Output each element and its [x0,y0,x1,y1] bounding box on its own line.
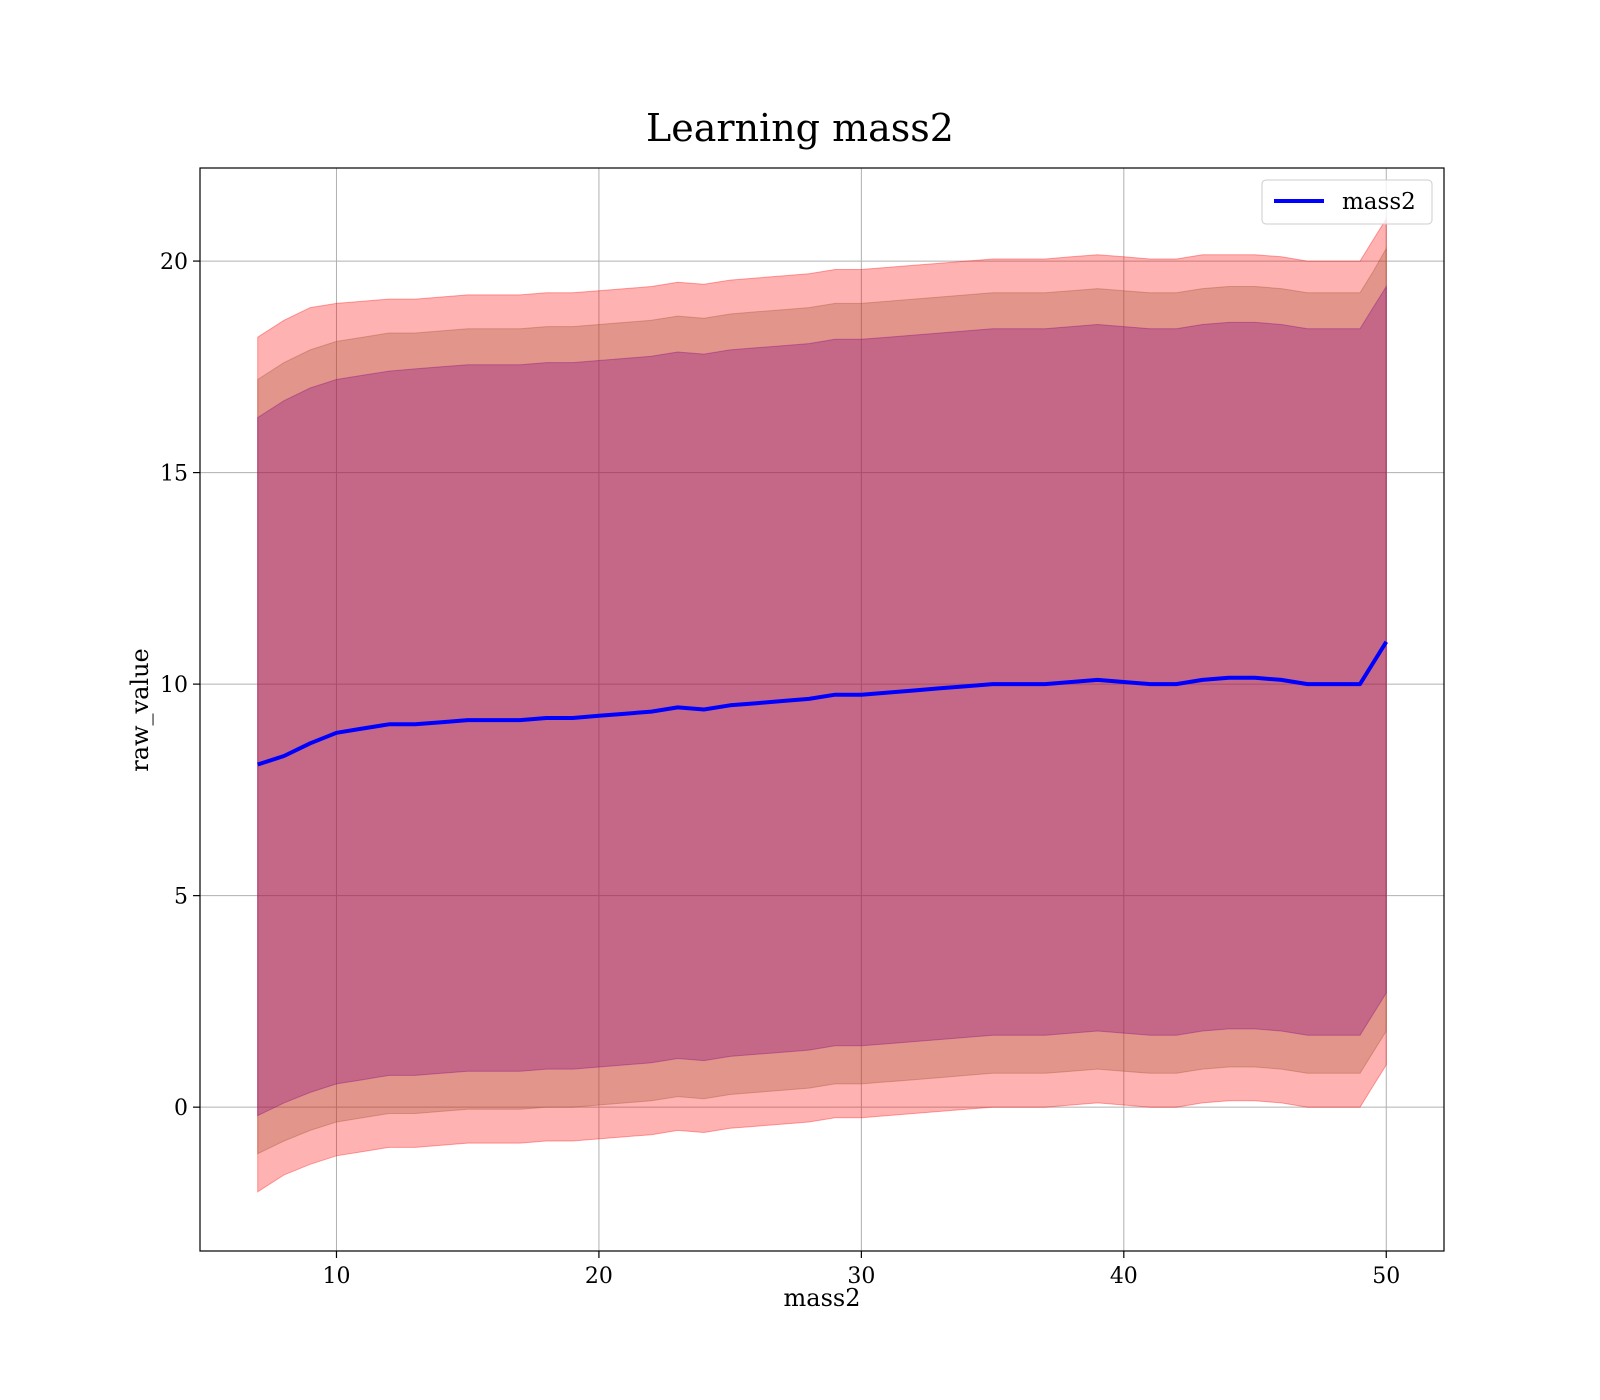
uncertainty-bands [257,217,1387,1193]
y-tick-label: 5 [174,885,188,910]
x-tick-label: 50 [1372,1264,1400,1289]
x-tick-label: 10 [322,1264,350,1289]
grid-lines [200,168,1444,1251]
series-lines [257,640,1388,767]
legend-label: mass2 [1342,189,1416,215]
x-axis-label: mass2 [784,1284,861,1312]
chart-title: Learning mass2 [646,106,954,150]
x-axis-ticks: 10 20 30 40 50 [322,1251,1400,1289]
y-axis-label: raw_value [126,648,154,772]
plot-area-frame [199,167,1445,1252]
x-tick-label: 40 [1110,1264,1138,1289]
band-outer [257,217,1387,1193]
y-tick-label: 15 [160,462,188,487]
band-inner [257,284,1387,1117]
band-middle [257,246,1387,1155]
y-tick-label: 20 [160,250,188,275]
y-tick-label: 0 [174,1096,188,1121]
y-tick-label: 10 [160,673,188,698]
legend-box [1261,179,1433,225]
x-tick-label: 20 [585,1264,613,1289]
legend: mass2 [1261,179,1433,225]
y-axis-ticks: 0 5 10 15 20 [160,250,200,1121]
x-tick-label: 30 [847,1264,875,1289]
series-line-mass2 [257,640,1388,767]
